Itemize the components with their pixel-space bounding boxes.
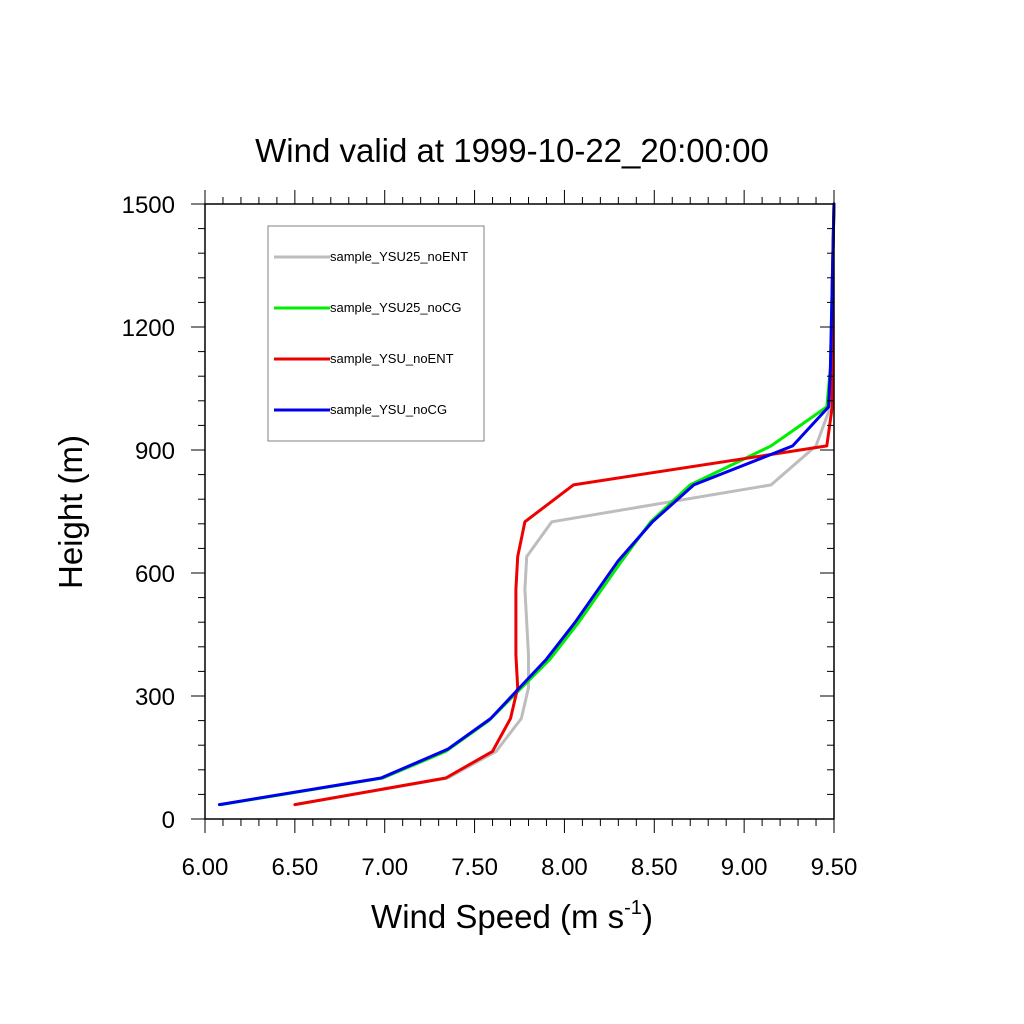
y-axis-label: Height (m)	[52, 435, 89, 589]
y-tick-label: 1500	[122, 192, 175, 219]
y-tick-label: 900	[135, 438, 175, 465]
x-tick-label: 9.00	[721, 854, 768, 881]
y-tick-label: 300	[135, 684, 175, 711]
plot-frame	[204, 203, 835, 820]
x-axis-label-close: )	[642, 898, 653, 935]
legend-label-0: sample_YSU25_noENT	[330, 249, 468, 264]
x-axis-label: Wind Speed (m s-1)	[371, 897, 653, 935]
legend: sample_YSU25_noENT sample_YSU25_noCGsampl…	[267, 225, 485, 442]
y-tick-label: 1200	[122, 315, 175, 342]
tick-labels: 6.00 6.50 7.00 7.50 8.00 8.50 9.00 9.50 0 300 600 9…	[122, 192, 858, 881]
x-axis-label-main: Wind Speed (m s	[371, 898, 624, 935]
legend-box	[267, 225, 485, 442]
plot-lines	[217, 202, 836, 807]
legend-label-1: sample_YSU25_noCG	[330, 300, 462, 315]
chart-title: Wind valid at 1999-10-22_20:00:00	[255, 132, 769, 169]
series-line-2	[293, 202, 836, 807]
y-tick-label: 600	[135, 561, 175, 588]
axis-ticks	[191, 190, 835, 833]
x-tick-label: 6.50	[271, 854, 318, 881]
x-tick-label: 7.50	[451, 854, 498, 881]
legend-label-2: sample_YSU_noENT	[330, 351, 454, 366]
x-axis-label-sup: -1	[624, 897, 642, 919]
series-line-3	[217, 202, 836, 807]
x-tick-label: 7.00	[361, 854, 408, 881]
legend-label-3: sample_YSU_noCG	[330, 402, 447, 417]
y-tick-label: 0	[162, 807, 175, 834]
x-tick-label: 8.50	[631, 854, 678, 881]
x-tick-label: 9.50	[811, 854, 858, 881]
x-tick-label: 8.00	[541, 854, 588, 881]
x-tick-label: 6.00	[182, 854, 229, 881]
